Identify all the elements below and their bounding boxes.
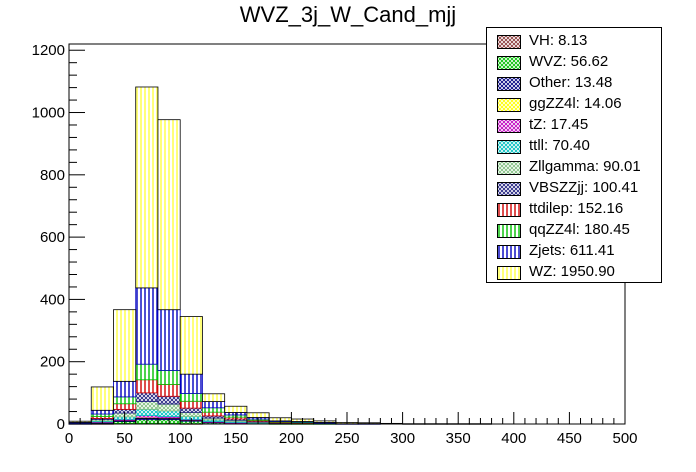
bar-ttdilep-bin-2 bbox=[113, 403, 137, 410]
bar-Zllgamma-bin-4 bbox=[157, 403, 181, 412]
bar-WZ-bin-4 bbox=[157, 119, 181, 311]
bar-ttdilep-bin-4 bbox=[157, 384, 181, 397]
x-tick-label: 150 bbox=[223, 430, 248, 447]
bar-Zjets-bin-6 bbox=[202, 401, 226, 409]
y-tick-label: 400 bbox=[40, 291, 65, 308]
legend: VH: 8.13 WVZ: 56.62 Other: 13.48 ggZZ4l: 14… bbox=[486, 27, 662, 283]
bar-WZ-bin-3 bbox=[135, 86, 159, 289]
y-tick-label: 1200 bbox=[32, 42, 65, 59]
bar-ttll-bin-3 bbox=[135, 408, 159, 416]
legend-entry-Zllgamma: Zllgamma: 90.01 bbox=[487, 157, 661, 178]
bar-ttdilep-bin-5 bbox=[179, 400, 203, 409]
legend-swatch bbox=[497, 98, 521, 112]
legend-entry-ggZZ4l: ggZZ4l: 14.06 bbox=[487, 94, 661, 115]
bars-layer bbox=[68, 86, 492, 425]
bar-ttll-bin-4 bbox=[157, 410, 181, 417]
legend-label: Zjets: 611.41 bbox=[529, 242, 615, 259]
x-tick-label: 100 bbox=[168, 430, 193, 447]
legend-label: ggZZ4l: 14.06 bbox=[529, 95, 622, 112]
y-tick-label: 1000 bbox=[32, 105, 65, 122]
bar-Zjets-bin-2 bbox=[113, 380, 137, 398]
legend-swatch bbox=[497, 35, 521, 49]
legend-entry-VBSZZjj: VBSZZjj: 100.41 bbox=[487, 178, 661, 199]
legend-entry-Other: Other: 13.48 bbox=[487, 73, 661, 94]
legend-label: WZ: 1950.90 bbox=[529, 263, 615, 280]
x-tick-label: 500 bbox=[612, 430, 637, 447]
bar-ttdilep-bin-6 bbox=[202, 411, 226, 417]
bar-qqZZ4l-bin-5 bbox=[179, 393, 203, 402]
bar-WZ-bin-8 bbox=[246, 412, 270, 418]
legend-swatch bbox=[497, 182, 521, 196]
x-tick-label: 350 bbox=[446, 430, 471, 447]
x-tick-label: 250 bbox=[334, 430, 359, 447]
bar-Zjets-bin-4 bbox=[157, 309, 181, 371]
legend-label: Zllgamma: 90.01 bbox=[529, 158, 641, 175]
y-tick-label: 200 bbox=[40, 354, 65, 371]
legend-entry-VH: VH: 8.13 bbox=[487, 31, 661, 52]
legend-label: tZ: 17.45 bbox=[529, 116, 589, 133]
bar-VBSZZjj-bin-3 bbox=[135, 392, 159, 402]
bar-qqZZ4l-bin-3 bbox=[135, 363, 159, 381]
bar-WZ-bin-2 bbox=[113, 309, 137, 382]
chart-title: WVZ_3j_W_Cand_mjj bbox=[239, 2, 457, 27]
legend-label: WVZ: 56.62 bbox=[529, 53, 609, 70]
legend-swatch bbox=[497, 161, 521, 175]
legend-entry-WZ: WZ: 1950.90 bbox=[487, 262, 661, 283]
bar-WZ-bin-7 bbox=[224, 405, 248, 413]
bar-VBSZZjj-bin-4 bbox=[157, 395, 181, 405]
legend-swatch bbox=[497, 245, 521, 259]
bar-Zjets-bin-5 bbox=[179, 373, 203, 394]
bar-WZ-bin-5 bbox=[179, 316, 203, 375]
x-tick-label: 400 bbox=[501, 430, 526, 447]
x-tick-label: 300 bbox=[390, 430, 415, 447]
bar-Zjets-bin-1 bbox=[90, 409, 114, 415]
bar-ttdilep-bin-3 bbox=[135, 379, 159, 394]
bar-qqZZ4l-bin-4 bbox=[157, 370, 181, 385]
y-tick-label: 600 bbox=[40, 229, 65, 246]
legend-entry-ttdilep: ttdilep: 152.16 bbox=[487, 199, 661, 220]
legend-swatch bbox=[497, 56, 521, 70]
legend-label: ttll: 70.40 bbox=[529, 137, 590, 154]
legend-swatch bbox=[497, 77, 521, 91]
bar-WZ-bin-6 bbox=[202, 393, 226, 402]
x-tick-label: 0 bbox=[65, 430, 73, 447]
bar-Zllgamma-bin-5 bbox=[179, 412, 203, 417]
axes-layer: 0 50 100 150 200 250 300 350 400 450 500 0 200 400 600… bbox=[32, 42, 638, 447]
legend-entry-WVZ: WVZ: 56.62 bbox=[487, 52, 661, 73]
x-tick-label: 50 bbox=[116, 430, 133, 447]
legend-swatch bbox=[497, 119, 521, 133]
y-tick-label: 800 bbox=[40, 167, 65, 184]
legend-label: VH: 8.13 bbox=[529, 32, 588, 49]
legend-label: ttdilep: 152.16 bbox=[529, 200, 624, 217]
legend-swatch bbox=[497, 266, 521, 280]
bar-VBSZZjj-bin-5 bbox=[179, 407, 203, 413]
legend-label: Other: 13.48 bbox=[529, 74, 613, 91]
legend-label: VBSZZjj: 100.41 bbox=[529, 179, 639, 196]
legend-label: qqZZ4l: 180.45 bbox=[529, 221, 630, 238]
bar-Zllgamma-bin-3 bbox=[135, 401, 159, 410]
bar-qqZZ4l-bin-6 bbox=[202, 407, 226, 413]
bar-qqZZ4l-bin-2 bbox=[113, 396, 137, 405]
x-tick-label: 200 bbox=[279, 430, 304, 447]
y-tick-label: 0 bbox=[57, 416, 65, 433]
legend-entry-qqZZ4l: qqZZ4l: 180.45 bbox=[487, 220, 661, 241]
legend-entry-Zjets: Zjets: 611.41 bbox=[487, 241, 661, 262]
legend-entry-tZ: tZ: 17.45 bbox=[487, 115, 661, 136]
legend-entry-ttll: ttll: 70.40 bbox=[487, 136, 661, 157]
legend-swatch bbox=[497, 224, 521, 238]
legend-swatch bbox=[497, 203, 521, 217]
legend-swatch bbox=[497, 140, 521, 154]
bar-Zjets-bin-3 bbox=[135, 287, 159, 365]
x-tick-label: 450 bbox=[557, 430, 582, 447]
bar-WZ-bin-1 bbox=[90, 386, 114, 411]
